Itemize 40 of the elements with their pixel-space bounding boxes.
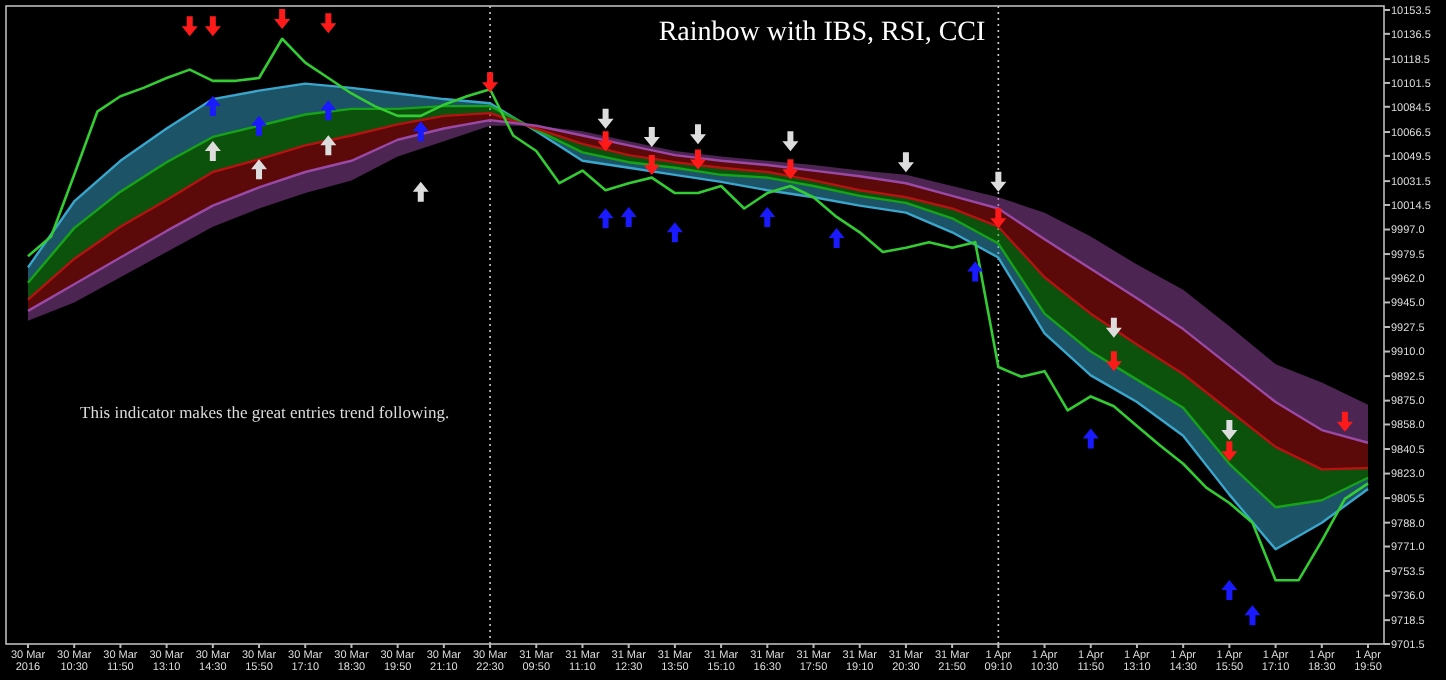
point <box>412 121 429 142</box>
point <box>1105 317 1122 338</box>
point <box>412 181 429 202</box>
point <box>204 96 221 117</box>
point <box>1244 605 1261 626</box>
point <box>690 124 706 145</box>
point <box>320 13 337 34</box>
point <box>990 171 1007 192</box>
point <box>990 208 1007 229</box>
point <box>1221 441 1238 462</box>
point <box>274 9 291 30</box>
point <box>251 115 268 136</box>
point <box>967 261 984 282</box>
point <box>782 131 799 152</box>
point <box>482 72 499 93</box>
annotation: This indicator makes the great entries trend following. <box>80 402 450 422</box>
point <box>643 154 660 175</box>
point <box>643 126 660 147</box>
point <box>690 149 706 170</box>
point <box>320 135 337 156</box>
point <box>204 16 221 37</box>
point <box>204 140 221 161</box>
point <box>320 100 337 121</box>
chart-title: Rainbow with IBS, RSI, CCI <box>658 18 987 48</box>
point <box>897 152 914 173</box>
point <box>597 108 614 129</box>
point <box>666 222 683 243</box>
point <box>1221 580 1238 600</box>
point <box>759 206 776 227</box>
point <box>1221 420 1238 441</box>
point <box>181 16 198 37</box>
point <box>620 206 637 227</box>
point <box>1336 411 1353 432</box>
point <box>1082 428 1099 449</box>
point <box>597 208 614 229</box>
point <box>782 159 799 180</box>
point <box>251 159 268 180</box>
point <box>597 131 614 152</box>
point <box>1105 351 1122 372</box>
point <box>828 227 845 248</box>
